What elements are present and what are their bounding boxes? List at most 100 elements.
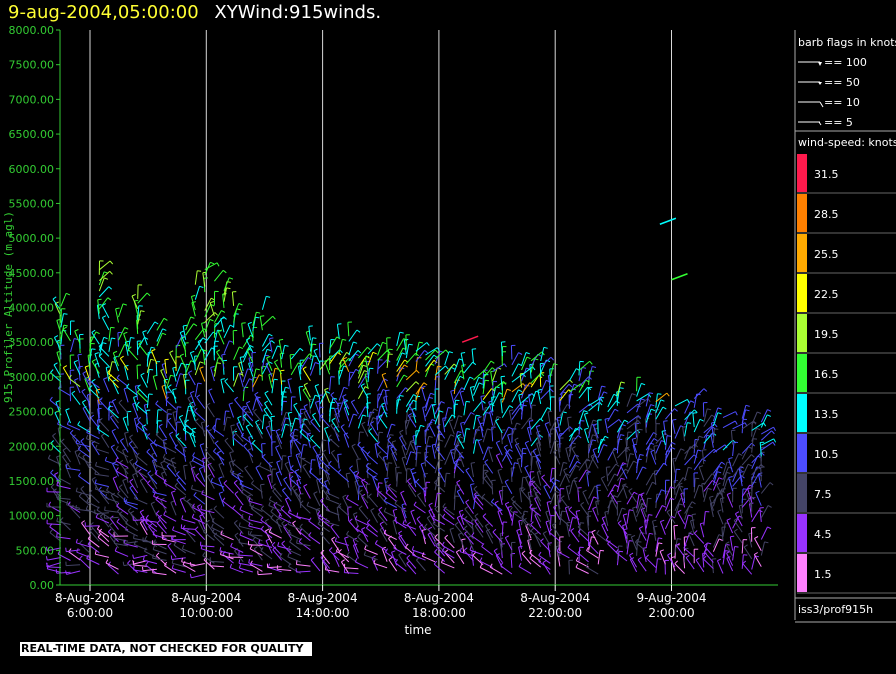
wind-barb	[242, 368, 249, 383]
wind-barb-flag	[366, 451, 371, 455]
wind-barb-flag	[434, 505, 439, 510]
wind-barb	[202, 350, 206, 365]
wind-barb-flag	[190, 350, 195, 354]
wind-barb	[279, 556, 292, 566]
wind-barb	[484, 472, 494, 486]
wind-barb-flag	[662, 406, 667, 410]
wind-barb	[248, 358, 254, 372]
wind-barb-flag	[516, 422, 521, 425]
wind-barb	[457, 534, 465, 548]
wind-barb	[337, 454, 340, 469]
wind-barb	[616, 545, 619, 561]
wind-barb-flag	[700, 522, 705, 525]
wind-barb-flag	[199, 466, 204, 470]
wind-barb-flag	[153, 439, 157, 444]
wind-barb	[684, 514, 689, 529]
wind-barb	[244, 467, 254, 480]
wind-barb-flag	[428, 502, 433, 506]
wind-barb	[605, 539, 618, 549]
wind-barb	[68, 377, 81, 388]
wind-barb	[66, 504, 81, 509]
wind-barb-flag	[102, 303, 107, 306]
wind-barb	[71, 393, 81, 406]
wind-barb-flag	[246, 337, 251, 341]
wind-barb	[298, 366, 302, 381]
wind-barb-flag	[255, 419, 260, 423]
wind-barb	[674, 563, 685, 574]
wind-barb-flag	[641, 382, 646, 386]
wind-barb-flag	[354, 515, 358, 520]
wind-barb	[267, 475, 273, 490]
wind-barb-flag	[152, 530, 155, 535]
wind-barb	[444, 451, 451, 465]
wind-barb-flag	[400, 490, 405, 494]
wind-barb-flag	[319, 455, 323, 460]
wind-barb-flag	[238, 522, 241, 527]
wind-barb-flag	[338, 548, 342, 553]
wind-barb-flag	[180, 373, 185, 376]
wind-barb-flag	[450, 448, 455, 451]
wind-barb-flag	[331, 449, 335, 454]
wind-barb	[703, 542, 708, 557]
wind-barb-flag	[773, 426, 776, 431]
wind-barb-flag	[709, 495, 714, 498]
wind-barb	[508, 410, 513, 425]
wind-barb	[494, 502, 503, 516]
wind-barb	[210, 565, 225, 568]
wind-barb	[684, 501, 693, 514]
wind-barb	[716, 484, 724, 498]
wind-barb	[322, 451, 331, 465]
wind-barb	[434, 401, 442, 415]
wind-barb-flag	[49, 529, 53, 533]
wind-barb	[732, 475, 742, 487]
wind-barb-flag	[293, 434, 299, 437]
wind-barb-flag	[281, 540, 286, 544]
wind-barb-flag	[142, 516, 145, 521]
color-swatch	[797, 234, 807, 272]
wind-barb	[357, 406, 366, 420]
wind-barb	[338, 358, 350, 369]
wind-barb	[516, 459, 522, 473]
wind-barb	[152, 557, 167, 561]
wind-barb	[629, 559, 638, 573]
wind-barb-flag	[127, 507, 132, 512]
wind-barb	[405, 381, 417, 393]
wind-barb	[415, 452, 418, 467]
wind-barb-flag	[299, 385, 304, 388]
wind-barb-flag	[180, 497, 185, 500]
wind-barb	[116, 377, 129, 387]
wind-barb	[500, 565, 513, 575]
wind-barb-flag	[183, 495, 187, 500]
wind-barb-flag	[353, 341, 358, 344]
wind-barb-flag	[474, 523, 479, 527]
wind-barb	[288, 472, 292, 487]
wind-barb	[160, 370, 167, 384]
wind-barb-flag	[107, 405, 112, 409]
wind-barb	[730, 430, 734, 445]
wind-barb-flag	[761, 452, 765, 456]
wind-barb	[387, 486, 398, 498]
wind-barb	[70, 338, 75, 353]
wind-barb	[240, 487, 254, 497]
wind-barb	[425, 436, 430, 451]
wind-barb	[586, 516, 590, 531]
wind-barb	[132, 403, 139, 418]
wind-barb	[157, 517, 167, 530]
wind-barb	[732, 442, 735, 457]
wind-barb-flag	[63, 326, 68, 330]
wind-barb	[645, 533, 650, 548]
wind-barb-flag	[181, 557, 184, 562]
wind-barb	[127, 510, 139, 522]
wind-barb	[195, 475, 206, 487]
wind-barb	[530, 508, 533, 523]
wind-barb-flag	[167, 417, 172, 421]
wind-barb	[353, 513, 359, 528]
wind-barb	[162, 538, 177, 543]
wind-barb	[531, 483, 542, 495]
wind-barb	[335, 540, 349, 546]
wind-barb	[498, 490, 503, 505]
wind-barb	[77, 354, 81, 369]
wind-barb	[182, 528, 196, 537]
wind-barb	[360, 385, 369, 399]
wind-barb-flag	[243, 407, 247, 411]
